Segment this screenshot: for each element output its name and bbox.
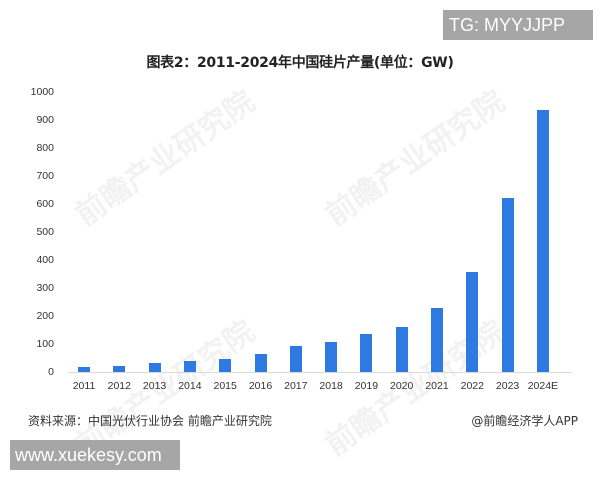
site-watermark-badge: www.xuekesy.com (10, 440, 180, 470)
bar-2024E (536, 110, 549, 372)
x-tick-label: 2023 (495, 380, 520, 392)
tg-watermark-badge: TG: MYYJJPP (443, 10, 593, 40)
bar-2011 (78, 366, 90, 372)
bar-2021 (431, 308, 443, 372)
x-axis-line (68, 372, 572, 373)
x-tick-label: 2015 (213, 380, 237, 392)
x-tick-label: 2017 (284, 380, 308, 392)
bar-2012 (113, 365, 126, 372)
credit-note: @前瞻经济学人APP (471, 414, 578, 428)
bar-2020 (395, 326, 408, 372)
bar-2018 (325, 342, 338, 372)
x-tick-label: 2019 (354, 380, 379, 392)
x-tick-label: 2011 (72, 380, 96, 392)
x-tick-label: 2021 (425, 380, 449, 392)
bar-2022 (466, 272, 479, 372)
bar-2023 (501, 197, 514, 372)
y-tick-label: 600 (36, 198, 54, 210)
x-tick-label: 2013 (142, 380, 167, 392)
source-note: 资料来源：中国光伏行业协会 前瞻产业研究院 (28, 414, 272, 428)
y-tick-label: 500 (36, 226, 54, 238)
chart-title: 图表2：2011-2024年中国硅片产量(单位：GW) (146, 55, 454, 71)
bar-2013 (148, 363, 161, 372)
x-tick-label: 2018 (319, 380, 343, 392)
y-tick-label: 0 (48, 366, 54, 378)
y-tick-label: 800 (36, 142, 54, 154)
bar-2016 (254, 353, 267, 372)
bar-2014 (183, 361, 196, 372)
x-tick-label: 2016 (248, 380, 273, 392)
y-tick-label: 200 (36, 310, 54, 322)
bar-2015 (219, 358, 232, 372)
y-tick-label: 300 (36, 282, 54, 294)
y-tick-label: 1000 (30, 86, 54, 98)
x-tick-label: 2020 (390, 380, 414, 392)
bar-2017 (289, 346, 302, 372)
y-tick-label: 100 (36, 338, 54, 350)
y-tick-label: 700 (36, 170, 54, 182)
x-tick-label: 2012 (107, 380, 131, 392)
x-tick-label: 2022 (460, 380, 484, 392)
x-tick-label: 2024E (527, 380, 559, 392)
y-tick-label: 900 (36, 114, 54, 126)
y-tick-label: 400 (36, 254, 54, 266)
x-tick-label: 2014 (178, 380, 202, 392)
bar-2019 (360, 334, 373, 372)
